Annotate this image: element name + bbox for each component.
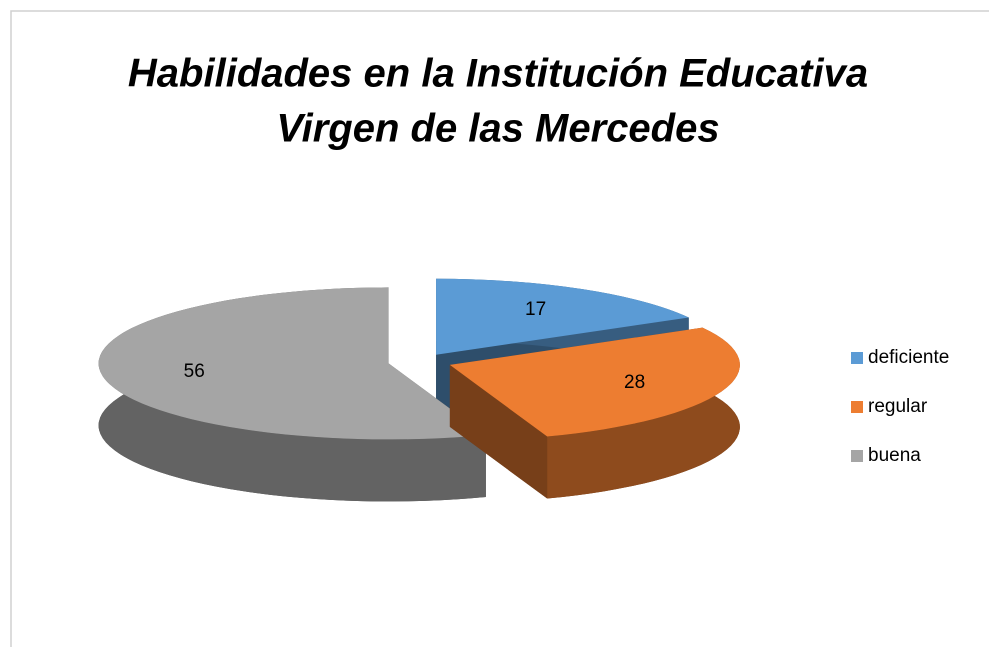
chart-title: Habilidades en la Institución Educativa — [128, 52, 868, 96]
legend-swatch — [851, 450, 863, 462]
chart-frame — [10, 10, 989, 647]
data-label: 56 — [184, 361, 205, 382]
slice-cut-side — [449, 364, 548, 499]
chart-title: Virgen de las Mercedes — [276, 107, 719, 151]
pie: 17 28 56 — [98, 278, 740, 502]
legend-swatch — [851, 352, 863, 364]
legend-label: regular — [868, 396, 928, 417]
legend-swatch — [851, 401, 863, 413]
slice — [436, 278, 689, 355]
slice — [98, 287, 486, 440]
data-label: 28 — [624, 372, 645, 393]
legend-label: deficiente — [868, 347, 949, 368]
legend: deficiente regular buena — [851, 347, 949, 466]
legend-label: buena — [868, 445, 921, 466]
slice-outer-side — [547, 327, 740, 499]
data-label: 17 — [525, 299, 546, 320]
slice — [449, 327, 740, 437]
